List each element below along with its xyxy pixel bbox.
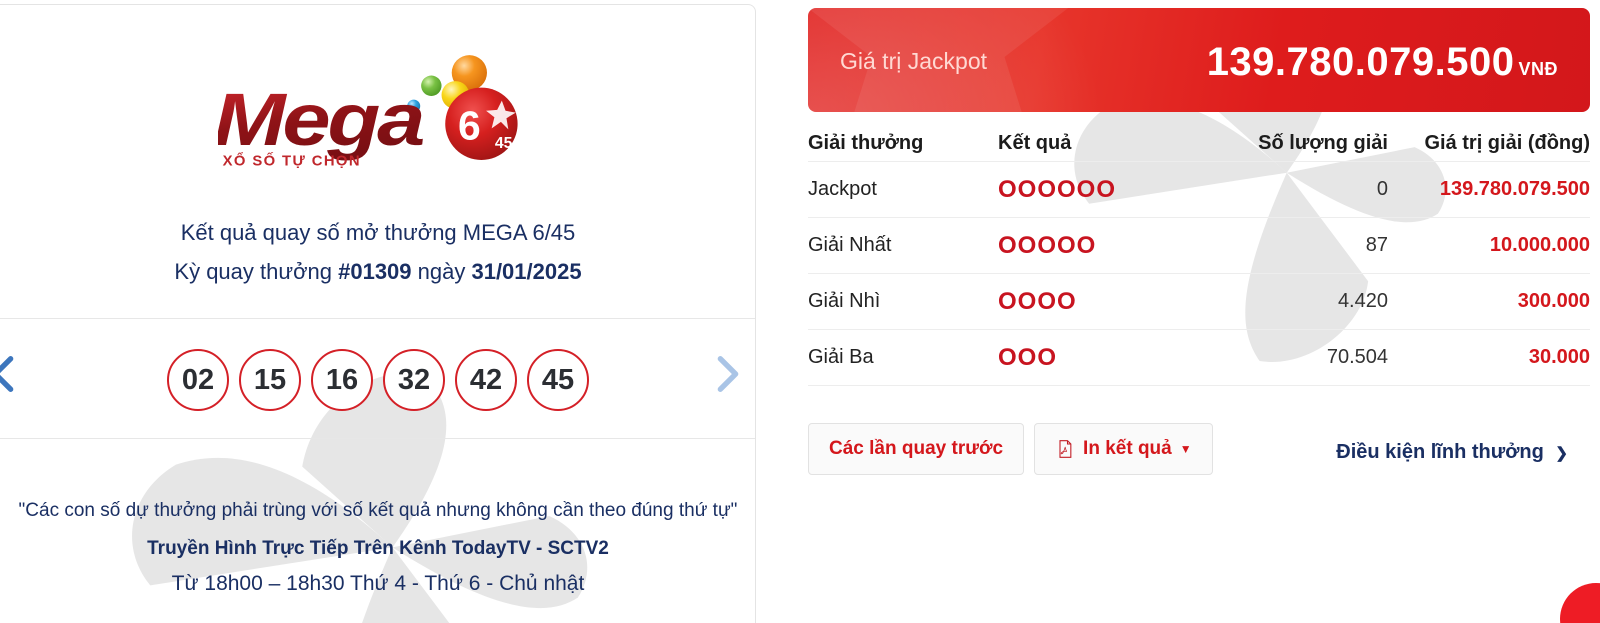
svg-text:Mega: Mega [218, 78, 424, 161]
svg-text:XỔ SỐ TỰ CHỌN: XỔ SỐ TỰ CHỌN [223, 152, 361, 170]
svg-text:6: 6 [458, 103, 481, 149]
svg-text:45: 45 [495, 135, 513, 152]
